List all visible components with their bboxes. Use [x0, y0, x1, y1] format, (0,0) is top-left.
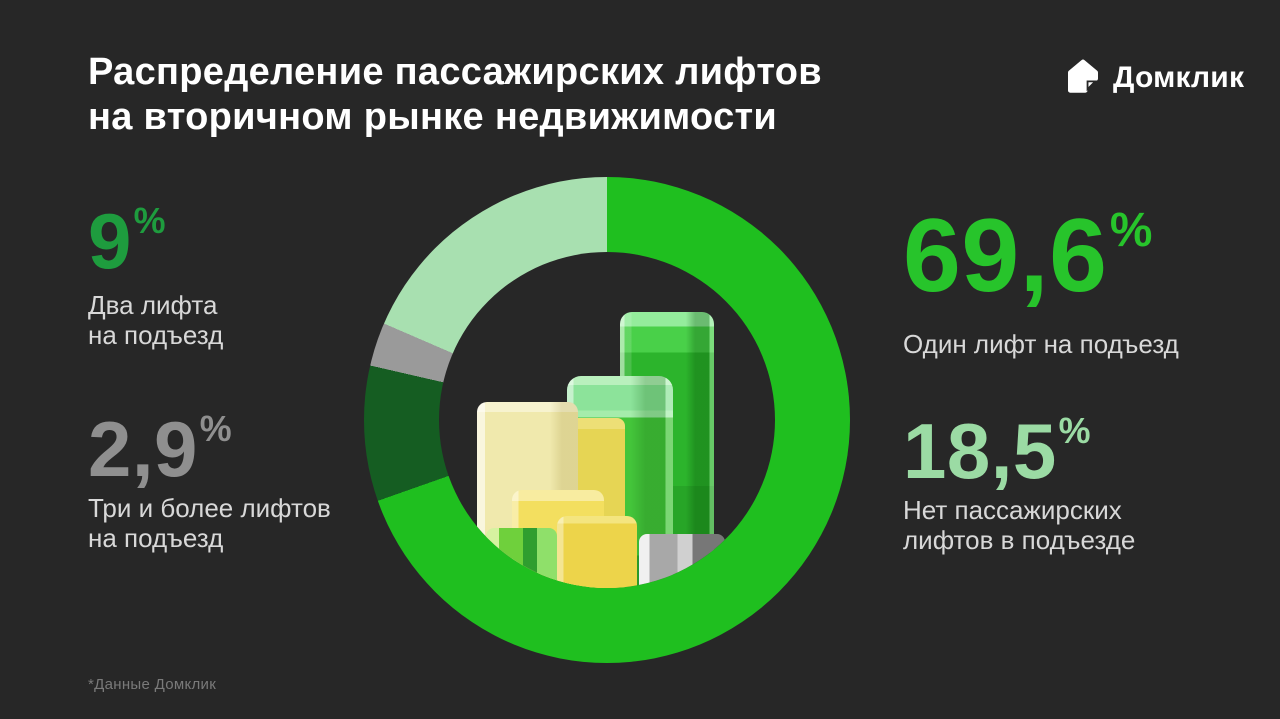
stat-three-plus-lifts-value: 2,9% [88, 405, 233, 493]
stat-one-lift-label: Один лифт на подъезд [903, 329, 1179, 359]
percent-sign: % [133, 201, 167, 242]
stat-two-lifts: 9% Два лифта на подъезд [88, 197, 223, 350]
data-source-note: *Данные Домклик [88, 676, 217, 693]
donut-chart [364, 177, 850, 663]
stat-one-lift-value: 69,6% [903, 198, 1153, 314]
donut-chart-hole [439, 252, 775, 588]
percent-sign: % [1109, 203, 1153, 257]
stat-no-lifts: 18,5% Нет пассажирских лифтов в подъезде [903, 407, 1135, 555]
stat-two-lifts-value: 9% [88, 197, 167, 285]
domclick-logo-text: Домклик [1113, 60, 1245, 94]
glass-column-yellow-front-center [557, 516, 637, 588]
stat-no-lifts-value: 18,5% [903, 407, 1091, 495]
domclick-house-icon [1063, 55, 1103, 100]
stat-two-lifts-label: Два лифта на подъезд [88, 290, 224, 351]
page-title: Распределение пассажирских лифтов на вто… [88, 51, 822, 139]
stat-three-plus-lifts-label: Три и более лифтов на подъезд [88, 493, 331, 554]
glass-column-silver [639, 534, 725, 588]
glass-column-green-small [486, 528, 557, 588]
percent-sign: % [1058, 411, 1091, 452]
stat-no-lifts-label: Нет пассажирских лифтов в подъезде [903, 495, 1136, 556]
percent-sign: % [199, 409, 233, 450]
stat-three-plus-lifts: 2,9% Три и более лифтов на подъезд [88, 405, 331, 553]
domclick-logo: Домклик [1063, 55, 1244, 100]
stat-one-lift: 69,6% Один лифт на подъезд [903, 198, 1179, 359]
